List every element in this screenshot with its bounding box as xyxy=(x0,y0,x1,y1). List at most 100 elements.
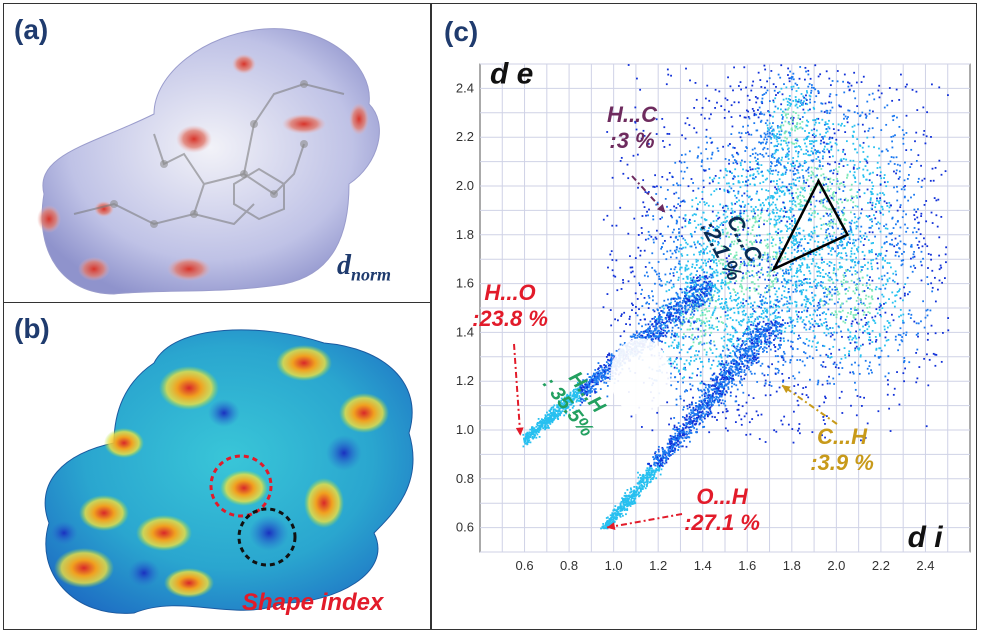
scatter-point xyxy=(886,227,889,230)
scatter-point xyxy=(665,83,668,86)
scatter-point xyxy=(794,392,797,395)
scatter-point xyxy=(830,295,833,297)
scatter-point xyxy=(865,284,868,287)
scatter-point xyxy=(800,200,802,203)
scatter-point xyxy=(747,246,750,249)
scatter-point xyxy=(732,146,735,149)
scatter-point xyxy=(774,317,777,320)
scatter-point xyxy=(817,266,819,268)
scatter-point xyxy=(736,242,739,245)
scatter-point xyxy=(786,210,788,213)
scatter-point xyxy=(758,348,761,351)
scatter-point xyxy=(729,316,732,319)
scatter-point xyxy=(842,80,845,83)
scatter-point xyxy=(793,256,796,259)
scatter-point xyxy=(828,375,830,378)
scatter-point xyxy=(768,337,771,340)
scatter-point xyxy=(754,239,757,242)
scatter-point xyxy=(802,103,804,106)
scatter-point xyxy=(875,348,878,351)
scatter-point xyxy=(749,183,752,186)
scatter-point xyxy=(702,251,705,254)
scatter-point xyxy=(786,306,789,309)
scatter-point xyxy=(764,307,766,310)
scatter-point xyxy=(826,148,829,151)
scatter-point xyxy=(711,314,714,316)
scatter-point xyxy=(718,404,720,407)
scatter-point xyxy=(829,382,831,385)
scatter-point xyxy=(691,372,694,375)
scatter-point xyxy=(661,319,664,321)
scatter-point xyxy=(825,176,828,179)
panel-a-label: (a) xyxy=(14,14,49,45)
scatter-point xyxy=(812,159,815,162)
scatter-point xyxy=(643,274,646,277)
scatter-point xyxy=(758,341,760,343)
scatter-point xyxy=(850,311,852,313)
scatter-point xyxy=(813,309,816,312)
scatter-point xyxy=(748,195,751,198)
scatter-point xyxy=(789,268,792,271)
scatter-point xyxy=(610,250,613,253)
scatter-point xyxy=(840,330,842,333)
scatter-point xyxy=(741,405,744,408)
scatter-point xyxy=(790,345,792,348)
scatter-point xyxy=(871,341,874,343)
scatter-point xyxy=(825,327,828,330)
scatter-point xyxy=(734,421,737,424)
scatter-point xyxy=(825,70,828,73)
scatter-point xyxy=(690,286,692,289)
scatter-point xyxy=(849,297,852,300)
scatter-point xyxy=(790,321,792,324)
scatter-point xyxy=(856,283,858,286)
scatter-point xyxy=(748,327,750,330)
scatter-point xyxy=(742,302,744,305)
scatter-point xyxy=(774,144,777,147)
scatter-point xyxy=(888,232,891,235)
scatter-point xyxy=(725,235,728,238)
scatter-point xyxy=(844,356,847,359)
scatter-point xyxy=(699,330,702,332)
scatter-point xyxy=(730,202,733,205)
scatter-point xyxy=(807,171,810,174)
scatter-point xyxy=(801,257,804,260)
scatter-point xyxy=(868,251,871,254)
scatter-point xyxy=(854,177,857,180)
scatter-point xyxy=(716,227,719,230)
scatter-point xyxy=(754,221,757,224)
scatter-point xyxy=(744,251,747,254)
scatter-point xyxy=(799,266,802,269)
scatter-point xyxy=(782,364,785,366)
scatter-point xyxy=(620,313,623,316)
scatter-point xyxy=(763,93,766,96)
scatter-point xyxy=(768,203,771,206)
scatter-point xyxy=(888,298,890,301)
scatter-point xyxy=(904,243,907,246)
scatter-point xyxy=(858,336,860,339)
scatter-point xyxy=(688,222,690,225)
scatter-point xyxy=(817,151,819,153)
scatter-point xyxy=(810,84,813,86)
scatter-point xyxy=(766,310,769,313)
scatter-point xyxy=(787,216,790,219)
scatter-point xyxy=(776,316,779,319)
scatter-point xyxy=(931,167,934,170)
scatter-point xyxy=(668,289,671,291)
scatter-point xyxy=(832,155,834,158)
scatter-point xyxy=(703,329,706,332)
scatter-point xyxy=(789,169,792,172)
scatter-point xyxy=(766,302,768,305)
scatter-point xyxy=(767,279,770,281)
scatter-point xyxy=(759,296,761,298)
scatter-point xyxy=(768,201,770,204)
scatter-point xyxy=(724,221,727,224)
scatter-point xyxy=(616,319,619,322)
scatter-point xyxy=(900,264,903,267)
scatter-point xyxy=(676,344,678,347)
scatter-point xyxy=(745,209,748,212)
scatter-point xyxy=(738,181,741,184)
scatter-point xyxy=(752,257,755,260)
scatter-point xyxy=(670,301,672,304)
scatter-point xyxy=(917,154,920,157)
scatter-point xyxy=(825,109,828,112)
